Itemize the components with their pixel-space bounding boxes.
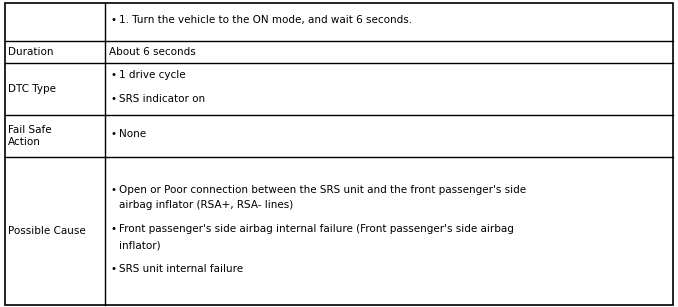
Text: •: • <box>111 130 117 139</box>
Text: SRS unit internal failure: SRS unit internal failure <box>119 264 243 274</box>
Text: Duration: Duration <box>8 47 54 57</box>
Text: •: • <box>111 185 117 195</box>
Text: None: None <box>119 130 146 139</box>
Text: Front passenger's side airbag internal failure (Front passenger's side airbag: Front passenger's side airbag internal f… <box>119 224 514 235</box>
Text: 1 drive cycle: 1 drive cycle <box>119 71 186 80</box>
Text: About 6 seconds: About 6 seconds <box>109 47 196 57</box>
Text: Fail Safe
Action: Fail Safe Action <box>8 125 52 147</box>
Text: •: • <box>111 15 117 25</box>
Text: •: • <box>111 95 117 104</box>
Text: •: • <box>111 224 117 235</box>
Text: Open or Poor connection between the SRS unit and the front passenger's side: Open or Poor connection between the SRS … <box>119 185 526 195</box>
Text: SRS indicator on: SRS indicator on <box>119 95 205 104</box>
Text: airbag inflator (RSA+, RSA- lines): airbag inflator (RSA+, RSA- lines) <box>119 200 294 211</box>
Text: 1. Turn the vehicle to the ON mode, and wait 6 seconds.: 1. Turn the vehicle to the ON mode, and … <box>119 15 412 25</box>
Text: Possible Cause: Possible Cause <box>8 226 85 236</box>
Text: inflator): inflator) <box>119 240 161 250</box>
Text: DTC Type: DTC Type <box>8 84 56 94</box>
Text: •: • <box>111 71 117 80</box>
Text: •: • <box>111 264 117 274</box>
